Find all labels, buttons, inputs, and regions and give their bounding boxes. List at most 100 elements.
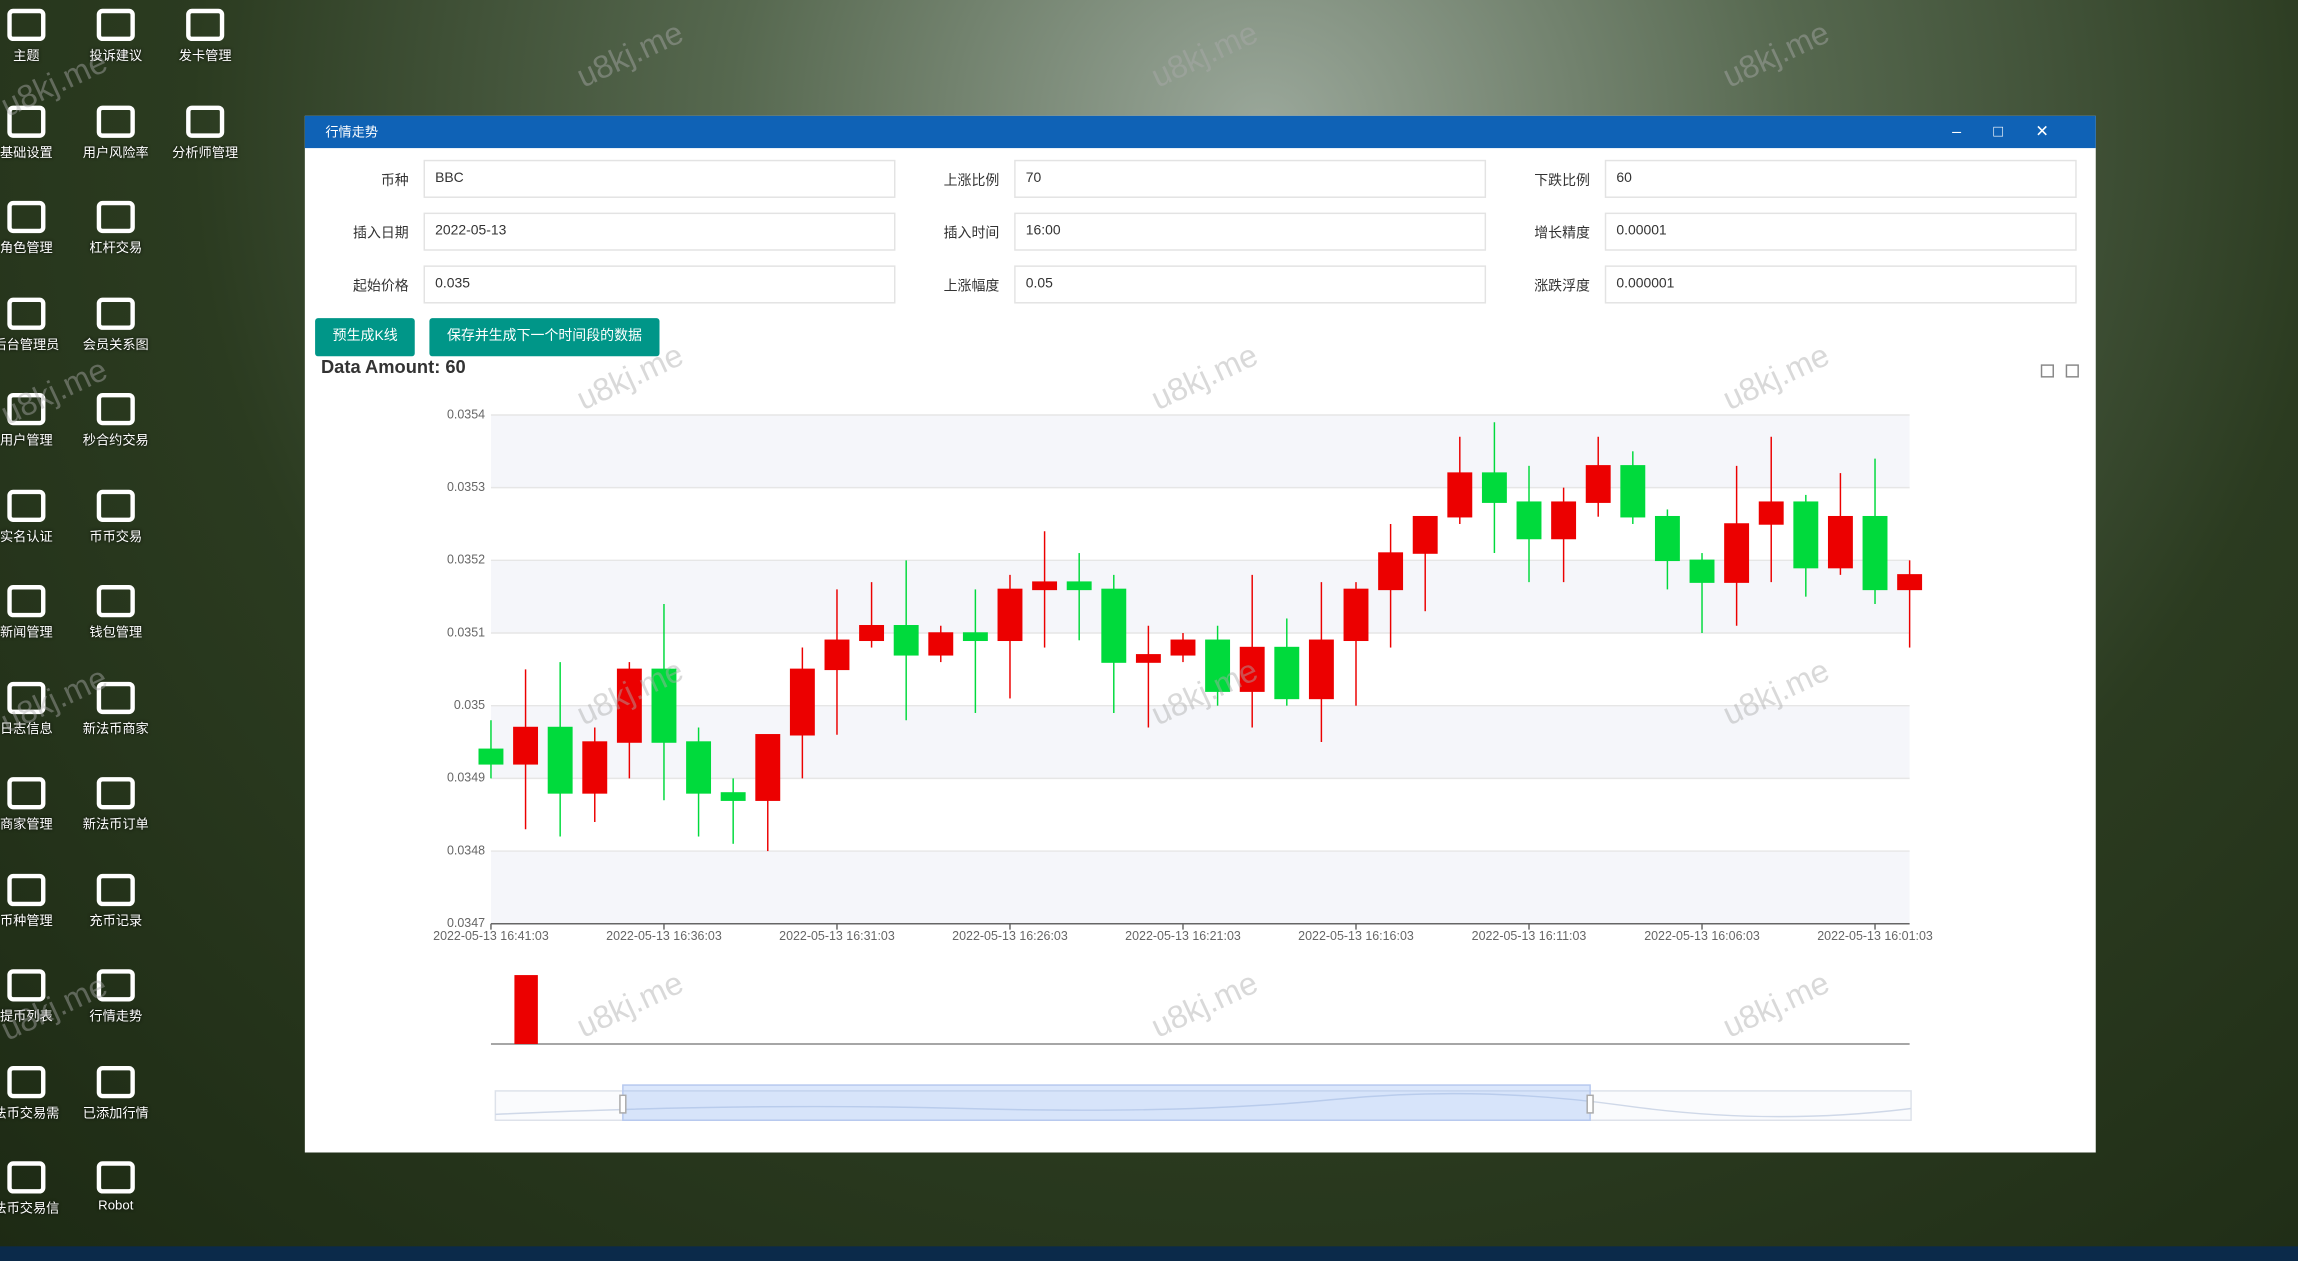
zoom-handle[interactable] xyxy=(1586,1094,1594,1114)
zoom-handle[interactable] xyxy=(619,1094,627,1114)
desktop-icon[interactable]: 用户管理 xyxy=(0,392,70,449)
icon-label: 用户管理 xyxy=(0,432,53,448)
icon-label: 发卡管理 xyxy=(178,48,232,64)
candle-body xyxy=(1308,639,1334,700)
x-tick-label: 2022-05-13 16:36:03 xyxy=(606,929,722,943)
desktop-icon[interactable]: 日志信息 xyxy=(0,681,70,737)
candle-body xyxy=(1585,465,1611,503)
candle-body xyxy=(1101,588,1127,663)
icon-label: 钱包管理 xyxy=(89,624,143,640)
icon-label: 会员关系图 xyxy=(82,336,149,352)
x-tick-label: 2022-05-13 16:31:03 xyxy=(779,929,895,943)
desktop-icon[interactable]: 法币交易信 xyxy=(0,1161,70,1217)
field-input[interactable]: 16:00 xyxy=(1014,212,1487,251)
desktop-icon[interactable]: 币种管理 xyxy=(0,873,70,929)
candle-body xyxy=(1793,501,1819,569)
candle-body xyxy=(1412,515,1438,554)
candle-body xyxy=(1378,552,1404,591)
field-label: 币种 xyxy=(380,173,409,190)
x-tick-label: 2022-05-13 16:26:03 xyxy=(952,929,1068,943)
icon-glyph xyxy=(96,969,135,1002)
candle-body xyxy=(1654,515,1680,562)
field-input[interactable]: 0.05 xyxy=(1014,265,1487,304)
icon-glyph xyxy=(96,777,135,810)
desktop-icon[interactable]: 新闻管理 xyxy=(0,585,70,641)
icon-glyph xyxy=(7,873,46,906)
field-input[interactable]: 0.00001 xyxy=(1604,212,2077,251)
icon-label: 基础设置 xyxy=(0,144,53,160)
toolbox-icon[interactable] xyxy=(2065,364,2079,378)
candle-body xyxy=(651,668,677,743)
desktop-icon[interactable]: 币币交易 xyxy=(72,489,160,545)
icon-glyph xyxy=(7,1161,46,1194)
candle-body xyxy=(513,726,539,765)
desktop-icon[interactable]: 分析师管理 xyxy=(161,104,249,161)
field-input[interactable]: 60 xyxy=(1604,159,2077,198)
desktop-icon[interactable]: 主题 xyxy=(0,8,70,65)
window-controls[interactable]: –□✕ xyxy=(1952,123,2082,141)
desktop-icon[interactable]: 用户风险率 xyxy=(72,104,160,161)
zoom-slider[interactable] xyxy=(494,1090,1912,1121)
desktop-icon[interactable]: 新法币订单 xyxy=(72,777,160,833)
icon-label: 商家管理 xyxy=(0,816,53,832)
desktop-icon[interactable]: 秒合约交易 xyxy=(72,392,160,449)
x-tick-label: 2022-05-13 16:21:03 xyxy=(1125,929,1241,943)
candle-body xyxy=(893,625,919,656)
icon-glyph xyxy=(96,681,135,714)
field-input[interactable]: 0.035 xyxy=(423,265,896,304)
desktop-icon[interactable]: 杠杆交易 xyxy=(72,200,160,257)
icon-label: 后台管理员 xyxy=(0,336,60,352)
taskbar xyxy=(0,1246,2298,1261)
desktop-icon[interactable]: 提币列表 xyxy=(0,969,70,1025)
icon-label: 行情走势 xyxy=(89,1008,143,1024)
desktop-icon[interactable]: 实名认证 xyxy=(0,489,70,545)
field-input[interactable]: BBC xyxy=(423,159,896,198)
toolbox-icon[interactable] xyxy=(2040,364,2054,378)
icon-label: 新法币商家 xyxy=(82,720,149,736)
field-label: 插入日期 xyxy=(353,225,409,242)
icon-label: Robot xyxy=(98,1197,134,1213)
field-input[interactable]: 0.000001 xyxy=(1604,265,2077,304)
candle-body xyxy=(1620,465,1646,518)
form-field: 上涨比例 70 xyxy=(895,159,1487,198)
form-field: 币种 BBC xyxy=(305,159,896,198)
field-input[interactable]: 2022-05-13 xyxy=(423,212,896,251)
desktop-icon[interactable]: 投诉建议 xyxy=(72,8,160,65)
icon-glyph xyxy=(96,1161,135,1194)
x-tick-label: 2022-05-13 16:41:03 xyxy=(433,929,549,943)
icon-label: 已添加行情 xyxy=(82,1104,149,1120)
candle-body xyxy=(1724,523,1750,583)
y-tick-label: 0.0349 xyxy=(447,771,485,785)
icon-label: 秒合约交易 xyxy=(82,432,149,448)
desktop-icon[interactable]: 商家管理 xyxy=(0,777,70,833)
candle-body xyxy=(824,639,850,671)
candle-body xyxy=(859,625,885,642)
desktop-icon[interactable]: 发卡管理 xyxy=(161,8,249,65)
zoom-window[interactable] xyxy=(622,1084,1591,1121)
candle-body xyxy=(928,632,954,656)
icon-glyph xyxy=(96,585,135,618)
desktop-icon[interactable]: 新法币商家 xyxy=(72,681,160,737)
button[interactable]: 预生成K线 xyxy=(315,318,416,357)
icon-label: 实名认证 xyxy=(0,528,53,544)
grid-band xyxy=(490,851,1910,924)
desktop-icon[interactable]: 后台管理员 xyxy=(0,296,70,353)
desktop-icon[interactable]: 行情走势 xyxy=(72,969,160,1025)
icon-glyph xyxy=(96,296,135,330)
desktop-icon[interactable]: 基础设置 xyxy=(0,104,70,161)
desktop-icon[interactable]: Robot xyxy=(72,1161,160,1213)
desktop-icon[interactable]: 钱包管理 xyxy=(72,585,160,641)
desktop-icon[interactable]: 充币记录 xyxy=(72,873,160,929)
desktop-icon[interactable]: 已添加行情 xyxy=(72,1065,160,1121)
field-input[interactable]: 70 xyxy=(1014,159,1487,198)
watermark: u8kj.me xyxy=(1717,14,1835,94)
button[interactable]: 保存并生成下一个时间段的数据 xyxy=(429,318,660,357)
icon-glyph xyxy=(7,1065,46,1098)
icon-glyph xyxy=(7,969,46,1002)
icon-glyph xyxy=(7,681,46,714)
desktop-icon[interactable]: 会员关系图 xyxy=(72,296,160,353)
desktop-icon[interactable]: 法币交易需 xyxy=(0,1065,70,1121)
desktop-icon[interactable]: 角色管理 xyxy=(0,200,70,257)
icon-label: 杠杆交易 xyxy=(89,240,143,256)
candle-body xyxy=(1066,581,1092,591)
